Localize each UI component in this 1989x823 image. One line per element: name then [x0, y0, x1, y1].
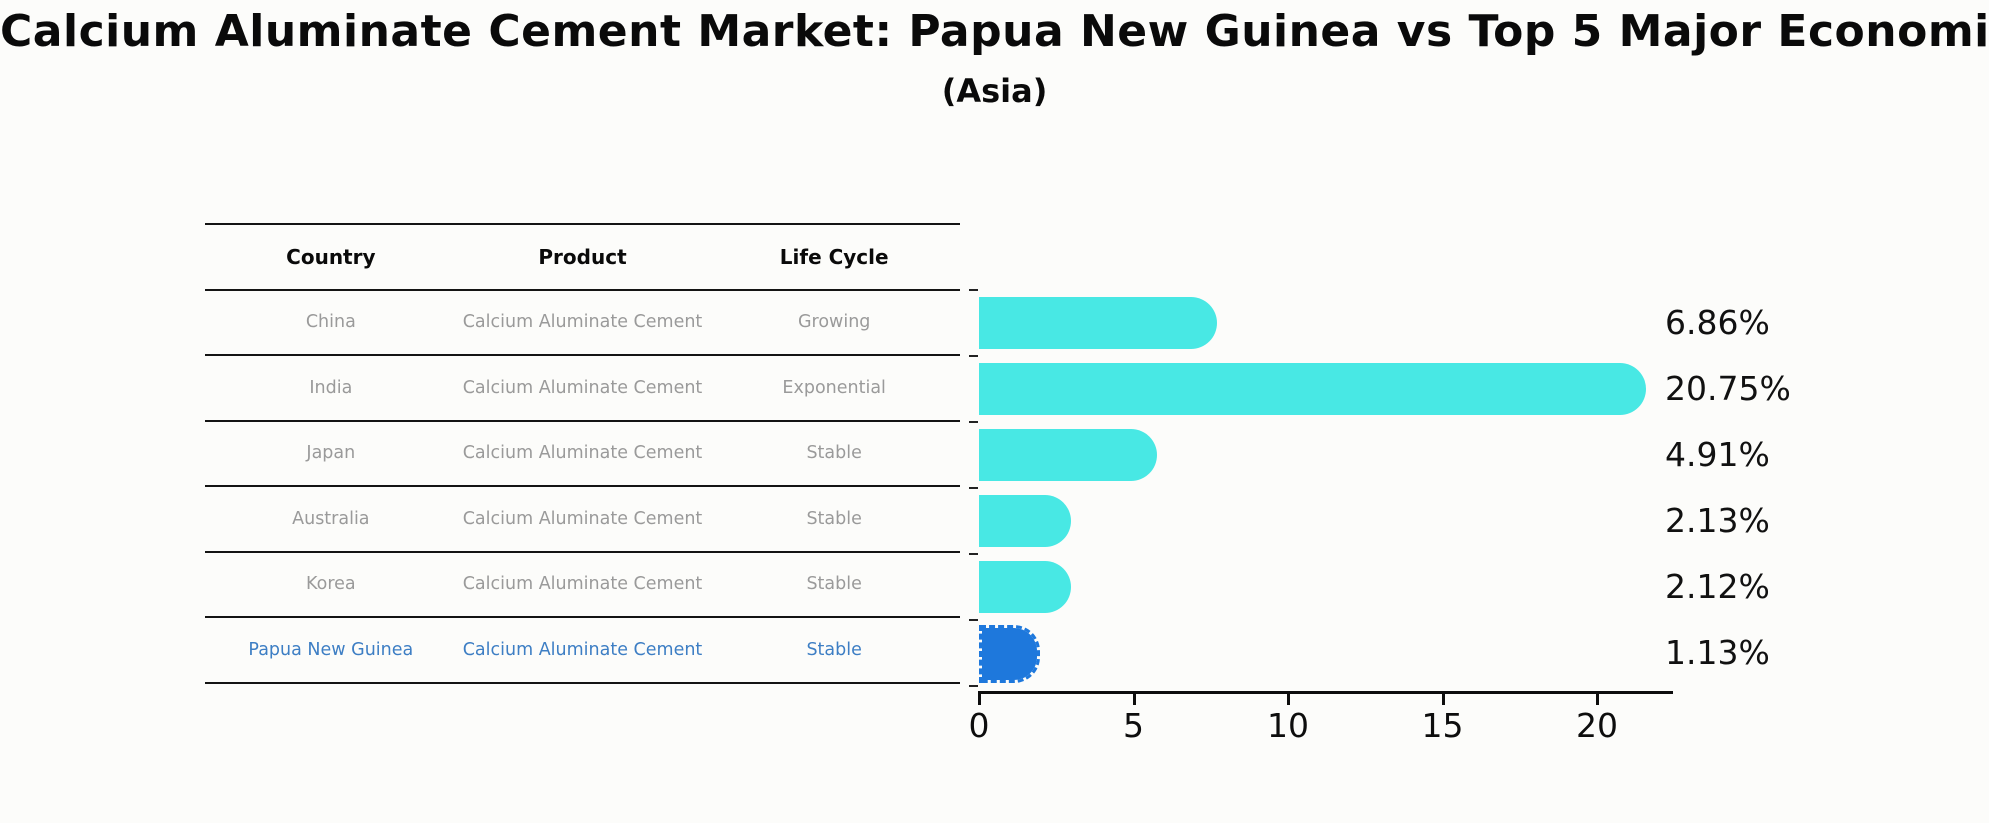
country-cell: Papua New Guinea [248, 639, 414, 660]
y-tick-2 [969, 421, 978, 423]
x-axis-line [978, 691, 1673, 694]
x-tick-label-5: 5 [1123, 706, 1144, 745]
table-row-india: India Calcium Aluminate Cement Exponential [205, 356, 960, 422]
bar-row-india [979, 356, 1679, 422]
y-tick-6 [969, 685, 978, 687]
life-cycle-cell: Stable [806, 574, 862, 595]
highlight-bar-papua-new-guinea [979, 625, 1040, 683]
x-tick-label-15: 15 [1421, 706, 1464, 745]
chart-title: Calcium Aluminate Cement Market: Papua N… [0, 6, 1989, 57]
value-label-china: 6.86% [1665, 303, 1770, 342]
table-row-australia: Australia Calcium Aluminate Cement Stable [205, 487, 960, 553]
country-cell: China [305, 312, 356, 333]
x-tick-5 [1132, 694, 1136, 705]
value-label-korea: 2.12% [1665, 567, 1770, 606]
table-row-china: China Calcium Aluminate Cement Growing [205, 291, 960, 356]
x-tick-label-20: 20 [1576, 706, 1618, 745]
x-tick-15 [1441, 694, 1445, 705]
product-cell: Calcium Aluminate Cement [462, 639, 703, 660]
country-cell: Australia [292, 508, 370, 529]
x-tick-0 [978, 694, 981, 705]
bar-row-japan [979, 422, 1679, 488]
life-cycle-cell: Stable [806, 508, 862, 529]
chart-subtitle: (Asia) [941, 72, 1048, 110]
table-header-row: Country Product Life Cycle [205, 225, 960, 291]
value-label-india: 20.75% [1665, 369, 1791, 408]
x-tick-10 [1287, 694, 1290, 705]
country-cell: Korea [306, 574, 356, 595]
bar-japan [979, 429, 1157, 481]
table-header-country: Country [286, 244, 376, 269]
country-cell: India [309, 377, 353, 398]
y-tick-0 [969, 289, 978, 291]
life-cycle-cell: Exponential [782, 377, 886, 398]
x-tick-20 [1596, 694, 1599, 705]
y-tick-5 [969, 619, 978, 621]
table-row-korea: Korea Calcium Aluminate Cement Stable [205, 553, 960, 618]
product-cell: Calcium Aluminate Cement [462, 443, 703, 464]
bar-row-papua-new-guinea [979, 620, 1679, 686]
x-tick-label-0: 0 [968, 706, 990, 745]
product-cell: Calcium Aluminate Cement [462, 508, 703, 529]
table-row-papua-new-guinea: Papua New Guinea Calcium Aluminate Cement… [205, 618, 960, 684]
y-tick-1 [969, 355, 978, 357]
y-tick-3 [969, 487, 978, 489]
bar-row-australia [979, 488, 1679, 554]
table-header-product: Product [538, 244, 627, 269]
life-cycle-cell: Stable [806, 639, 862, 660]
table-header-life-cycle: Life Cycle [779, 244, 889, 269]
bar-india [979, 363, 1646, 415]
bar-korea [979, 561, 1071, 613]
product-cell: Calcium Aluminate Cement [462, 377, 703, 398]
bar-china [979, 297, 1217, 349]
country-cell: Japan [306, 443, 356, 464]
bar-australia [979, 495, 1071, 547]
country-table: Country Product Life Cycle China Calcium Alu… [205, 223, 960, 684]
bar-row-china [979, 290, 1679, 356]
table-row-japan: Japan Calcium Aluminate Cement Stable [205, 422, 960, 487]
product-cell: Calcium Aluminate Cement [462, 574, 703, 595]
life-cycle-cell: Growing [797, 312, 871, 333]
x-tick-label-10: 10 [1267, 706, 1309, 745]
value-label-australia: 2.13% [1665, 501, 1770, 540]
value-label-papua-new-guinea: 1.13% [1665, 633, 1770, 672]
value-label-japan: 4.91% [1665, 435, 1770, 474]
product-cell: Calcium Aluminate Cement [462, 312, 703, 333]
y-tick-4 [969, 553, 978, 555]
bar-row-korea [979, 554, 1679, 620]
life-cycle-cell: Stable [806, 443, 862, 464]
